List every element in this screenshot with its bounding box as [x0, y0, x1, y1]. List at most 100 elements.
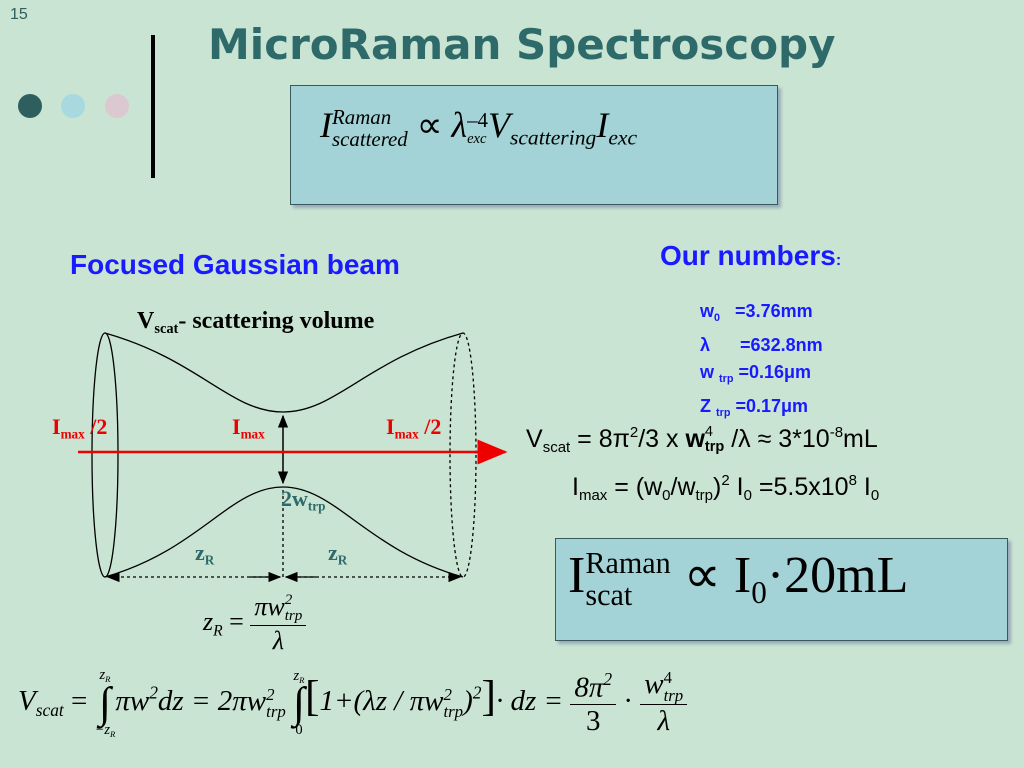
symbol: Z — [700, 395, 711, 416]
denominator: 3 — [585, 704, 601, 737]
sub: scattered — [332, 126, 408, 151]
left-heading: Focused Gaussian beam — [70, 249, 400, 280]
sub: trp — [704, 439, 725, 456]
sup: 8 — [848, 472, 857, 489]
sub: max — [578, 487, 608, 504]
numerator: w 4 trp — [640, 668, 688, 706]
zr-formula: zR = πw 2 trp λ — [203, 592, 307, 656]
number-row: w0 =3.76mm — [700, 298, 823, 332]
lower: 0 — [295, 722, 303, 739]
sup: 2 — [266, 684, 275, 704]
text: ) — [463, 684, 473, 717]
beam-end — [91, 332, 119, 578]
symbol: w — [700, 361, 715, 382]
sup: 2 — [284, 592, 293, 609]
bracket: [ — [304, 671, 320, 720]
text: I — [729, 472, 744, 501]
sub: R — [337, 552, 348, 568]
slide-number: 15 — [10, 6, 28, 23]
heading-colon: : — [835, 252, 842, 269]
symbol: λ — [451, 105, 468, 145]
imax-label: Imax — [232, 414, 265, 443]
upper: z — [293, 667, 300, 684]
decoration — [18, 35, 155, 178]
sub: trp — [663, 685, 684, 705]
symbol: I — [320, 105, 332, 145]
text: ·20mL — [766, 547, 909, 604]
text: πw — [254, 592, 285, 621]
lower: −z — [94, 721, 111, 738]
sub: max — [60, 426, 85, 442]
symbol: · — [623, 684, 633, 717]
text: I — [856, 472, 871, 501]
sub: 0 — [870, 487, 880, 504]
sub: scat — [542, 439, 571, 456]
sub: trp — [695, 487, 714, 504]
text: 8π — [574, 670, 604, 703]
sup: Raman — [585, 546, 671, 581]
vscat-line: Vscat = 8π2/3 x w 4 trp /λ ≈ 3*10-8mL — [526, 424, 878, 456]
sub: exc — [467, 131, 487, 148]
imax-line: Imax = (w0/wtrp)2 I0 =5.5x108 I0 — [572, 472, 879, 504]
result-formula: I Raman scat ∝ I0·20mL — [568, 545, 908, 612]
sub: 0 — [662, 487, 671, 504]
sub: R — [110, 728, 116, 739]
symbol: λ — [700, 334, 711, 355]
text: z — [195, 540, 205, 565]
number-row: w trp =0.16μm — [700, 359, 823, 393]
symbol: V — [18, 684, 36, 717]
dot — [18, 94, 42, 118]
text: I — [52, 414, 61, 439]
symbol: z — [203, 606, 214, 636]
text: /λ ≈ 3*10 — [724, 424, 830, 453]
text: w — [644, 668, 664, 701]
sub: scat — [585, 578, 633, 613]
symbol: = — [229, 606, 244, 636]
waist-label: 2wtrp — [281, 486, 325, 515]
imax-label: Imax /2 — [52, 414, 107, 443]
text: z — [328, 540, 338, 565]
text: I — [386, 414, 395, 439]
formula-box — [290, 85, 778, 205]
value: =3.76mm — [735, 301, 813, 321]
value: =0.17μm — [735, 395, 808, 416]
text: 2w — [281, 486, 308, 511]
sub: max — [394, 426, 419, 442]
text: /2 — [84, 414, 108, 439]
bottom-formula: Vscat = zR ∫ −zR πw2dz = 2πw 2 trp zR ∫ 0 [1+(λz… — [18, 667, 688, 739]
denominator: λ — [657, 705, 670, 738]
beam-edge — [104, 332, 464, 413]
sub: trp — [716, 406, 731, 419]
top-formula: I Raman scattered ∝ λ –4 exc VscatteringIexc — [320, 104, 637, 151]
sup: 2 — [603, 668, 613, 689]
vscat-label: Vscat- scattering volume — [137, 308, 374, 338]
integral: zR ∫ −zR — [95, 668, 116, 739]
sub: scat — [154, 321, 179, 338]
sup: -8 — [829, 424, 844, 441]
sub: trp — [443, 702, 464, 722]
symbol: ∝ — [416, 105, 443, 145]
heading-text: Our numbers — [660, 240, 836, 271]
sup: –4 — [467, 108, 488, 133]
text: /2 — [418, 414, 442, 439]
text: ) — [713, 472, 722, 501]
text: /3 x — [638, 424, 686, 453]
fraction: πw 2 trp λ — [250, 592, 307, 656]
symbol: ∫ — [99, 678, 111, 727]
sub: R — [299, 674, 305, 685]
value: =632.8nm — [740, 334, 823, 355]
sub: 0 — [751, 574, 767, 610]
symbol: w — [700, 301, 715, 321]
sub: 0 — [743, 487, 752, 504]
fraction: 8π2 3 — [570, 668, 617, 738]
text: V — [137, 308, 155, 334]
symbol: I — [596, 105, 609, 145]
sup: 2 — [629, 424, 639, 441]
sub: trp — [284, 608, 303, 625]
right-heading: Our numbers: — [660, 240, 841, 272]
integral: zR ∫ 0 — [293, 667, 305, 739]
result-box — [555, 538, 1008, 641]
symbol: = — [70, 684, 88, 717]
text: - scattering volume — [178, 308, 375, 334]
